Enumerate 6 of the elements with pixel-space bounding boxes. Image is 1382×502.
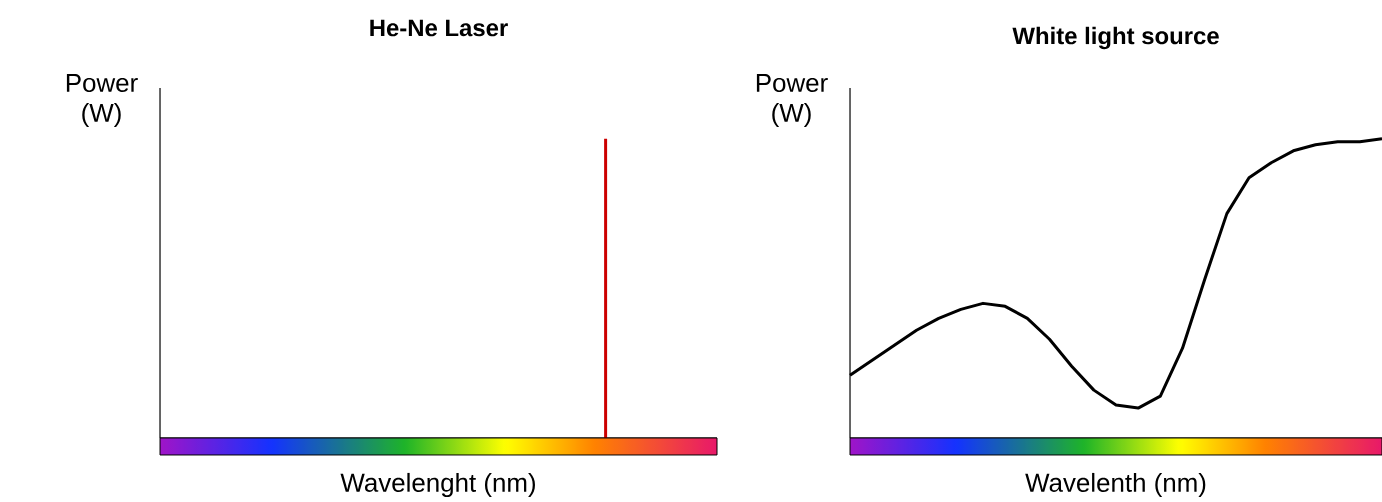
chart-title: He-Ne Laser bbox=[370, 19, 508, 37]
x-axis-title: Wavelenth (nm) bbox=[1025, 472, 1206, 498]
chart-title: White light source bbox=[1012, 26, 1219, 50]
x-axis-title: Wavelenght (nm) bbox=[340, 472, 535, 498]
y-axis-title: Power (W) bbox=[66, 74, 138, 128]
y-axis-title: Power (W) bbox=[756, 74, 828, 128]
